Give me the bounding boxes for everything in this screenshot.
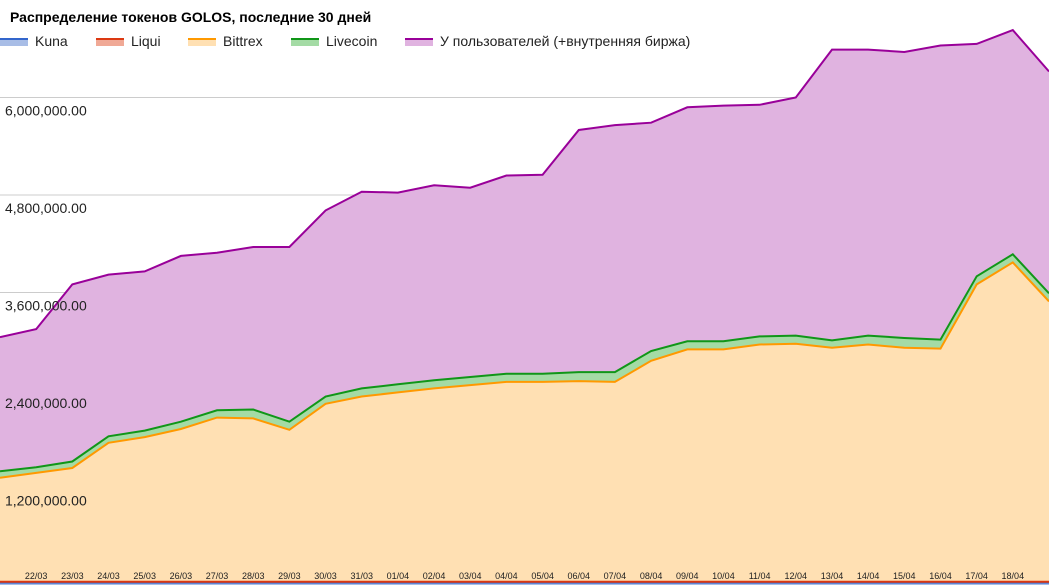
line-livecoin bbox=[0, 253, 1049, 473]
legend-swatch-bittrex bbox=[188, 38, 216, 46]
legend-label-livecoin: Livecoin bbox=[326, 33, 378, 49]
legend-label-liqui: Liqui bbox=[131, 33, 161, 49]
area-series bbox=[0, 30, 1049, 585]
legend-swatch-users bbox=[405, 38, 433, 46]
x-tick-label-18: 08/04 bbox=[640, 571, 663, 581]
legend-swatch-kuna bbox=[0, 38, 28, 46]
y-axis-ticks: 1,200,000.00 2,400,000.00 3,600,000.00 4,80… bbox=[5, 103, 87, 509]
area-bittrex bbox=[0, 262, 1049, 582]
x-tick-label-24: 14/04 bbox=[857, 571, 880, 581]
x-axis-ticks: 22/03 23/03 24/03 25/03 26/03 27/03 28/03 29/03… bbox=[25, 571, 1024, 581]
x-tick-label-4: 25/03 bbox=[133, 571, 156, 581]
x-tick-label-2: 23/03 bbox=[61, 571, 84, 581]
y-tick-label-1: 2,400,000.00 bbox=[5, 395, 87, 411]
legend-label-bittrex: Bittrex bbox=[223, 33, 263, 49]
x-tick-label-22: 12/04 bbox=[785, 571, 808, 581]
x-tick-label-14: 04/04 bbox=[495, 571, 518, 581]
x-tick-label-13: 03/04 bbox=[459, 571, 482, 581]
legend-label-users: У пользователей (+внутренняя биржа) bbox=[440, 33, 691, 49]
line-bittrex bbox=[0, 261, 1049, 479]
x-tick-label-28: 18/04 bbox=[1002, 571, 1025, 581]
x-tick-label-20: 10/04 bbox=[712, 571, 735, 581]
x-tick-label-11: 01/04 bbox=[387, 571, 410, 581]
x-tick-label-23: 13/04 bbox=[821, 571, 844, 581]
y-tick-label-3: 4,800,000.00 bbox=[5, 200, 87, 216]
x-tick-label-5: 26/03 bbox=[170, 571, 193, 581]
x-tick-label-16: 06/04 bbox=[567, 571, 590, 581]
y-tick-label-4: 6,000,000.00 bbox=[5, 103, 87, 119]
x-tick-label-15: 05/04 bbox=[531, 571, 554, 581]
x-tick-label-7: 28/03 bbox=[242, 571, 265, 581]
chart-title: Распределение токенов GOLOS, последние 3… bbox=[10, 9, 372, 25]
legend-label-kuna: Kuna bbox=[35, 33, 68, 49]
x-tick-label-19: 09/04 bbox=[676, 571, 699, 581]
x-tick-label-3: 24/03 bbox=[97, 571, 120, 581]
line-users bbox=[0, 28, 1049, 339]
area-users bbox=[0, 30, 1049, 472]
legend-swatch-liqui bbox=[96, 38, 124, 46]
x-tick-label-12: 02/04 bbox=[423, 571, 446, 581]
y-tick-label-2: 3,600,000.00 bbox=[5, 298, 87, 314]
x-tick-label-9: 30/03 bbox=[314, 571, 337, 581]
x-tick-label-26: 16/04 bbox=[929, 571, 952, 581]
x-tick-label-17: 07/04 bbox=[604, 571, 627, 581]
series-lines bbox=[0, 28, 1049, 584]
legend-swatch-livecoin bbox=[291, 38, 319, 46]
x-tick-label-25: 15/04 bbox=[893, 571, 916, 581]
x-tick-label-8: 29/03 bbox=[278, 571, 301, 581]
x-tick-label-27: 17/04 bbox=[965, 571, 988, 581]
x-tick-label-1: 22/03 bbox=[25, 571, 48, 581]
x-tick-label-21: 11/04 bbox=[749, 571, 771, 581]
x-tick-label-10: 31/03 bbox=[350, 571, 373, 581]
x-tick-label-6: 27/03 bbox=[206, 571, 229, 581]
y-tick-label-0: 1,200,000.00 bbox=[5, 493, 87, 509]
